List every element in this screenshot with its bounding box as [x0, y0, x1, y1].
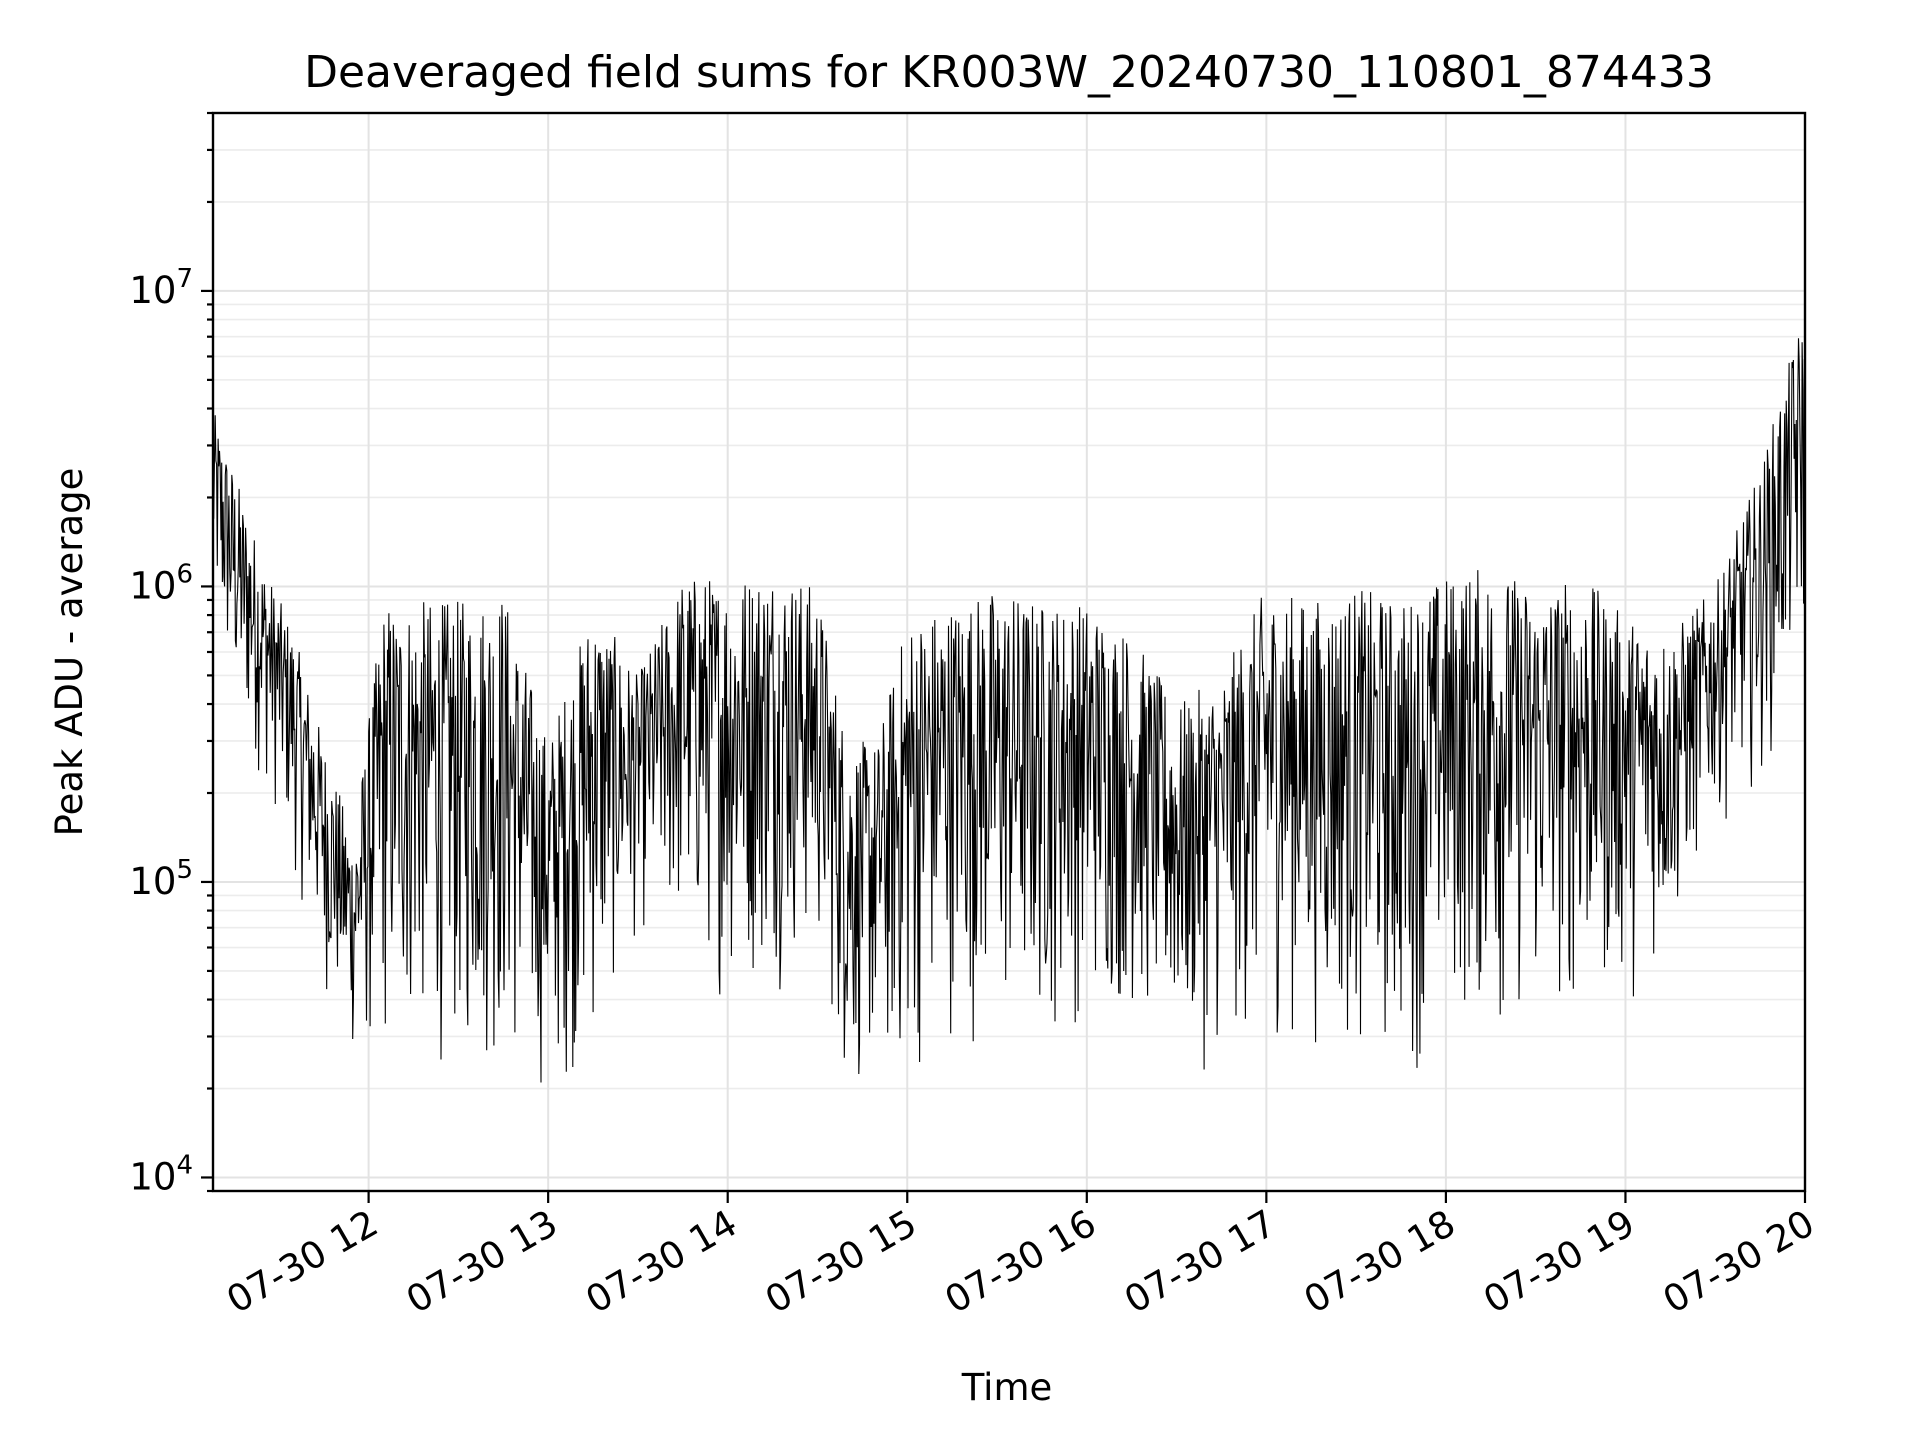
series-line: [212, 338, 1806, 1083]
x-tick-label: 07-30 17: [1117, 1202, 1283, 1322]
x-tick-label: 07-30 15: [758, 1202, 924, 1322]
x-tick-label: 07-30 16: [938, 1202, 1104, 1322]
x-tick-label: 07-30 12: [220, 1202, 386, 1322]
y-axis-ticks: 104 105 106 107: [129, 111, 213, 1198]
x-tick-label: 07-30 19: [1476, 1202, 1642, 1322]
x-tick-label: 07-30 20: [1656, 1202, 1822, 1322]
x-tick-label: 07-30 18: [1297, 1202, 1463, 1322]
x-axis-label: Time: [961, 1366, 1053, 1409]
chart-title: Deaveraged field sums for KR003W_2024073…: [304, 47, 1714, 98]
y-axis-label: Peak ADU - average: [48, 468, 91, 837]
y-tick-label: 106: [129, 559, 193, 607]
x-tick-label: 07-30 13: [399, 1202, 565, 1322]
x-axis-ticks: 07-30 12 07-30 13 07-30 14 07-30 15 07-30 16…: [220, 1191, 1822, 1322]
x-tick-label: 07-30 14: [579, 1202, 745, 1322]
y-tick-label: 104: [129, 1150, 193, 1198]
y-tick-label: 107: [129, 264, 193, 312]
y-tick-label: 105: [129, 855, 193, 903]
